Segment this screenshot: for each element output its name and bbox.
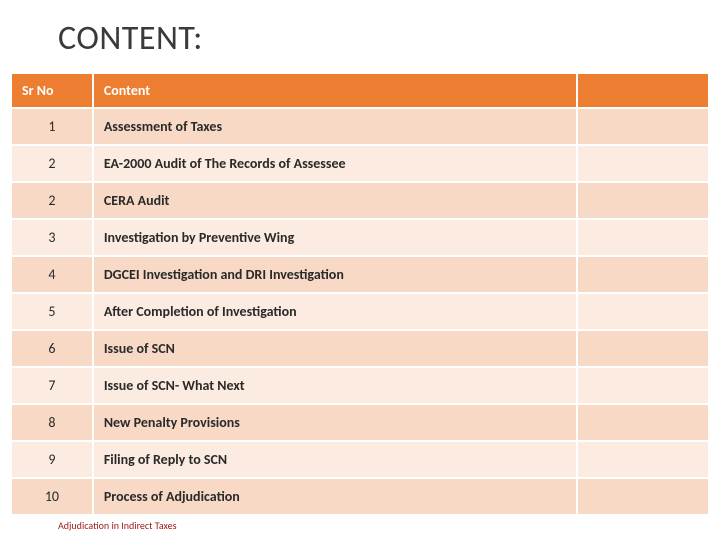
cell-content: Issue of SCN- What Next [93, 367, 578, 404]
cell-extra [577, 256, 709, 293]
cell-content: CERA Audit [93, 182, 578, 219]
cell-content: Process of Adjudication [93, 478, 578, 515]
cell-content: After Completion of Investigation [93, 293, 578, 330]
cell-content: New Penalty Provisions [93, 404, 578, 441]
content-table: Sr No Content 1 Assessment of Taxes 2 EA… [10, 72, 710, 516]
cell-extra [577, 404, 709, 441]
table-row: 10 Process of Adjudication [11, 478, 709, 515]
table-row: 9 Filing of Reply to SCN [11, 441, 709, 478]
table-row: 8 New Penalty Provisions [11, 404, 709, 441]
table-row: 6 Issue of SCN [11, 330, 709, 367]
cell-srno: 8 [11, 404, 93, 441]
cell-srno: 6 [11, 330, 93, 367]
cell-extra [577, 108, 709, 145]
table-row: 2 EA-2000 Audit of The Records of Assess… [11, 145, 709, 182]
page-title: CONTENT: [58, 18, 203, 59]
cell-srno: 4 [11, 256, 93, 293]
cell-content: Issue of SCN [93, 330, 578, 367]
table-header-row: Sr No Content [11, 73, 709, 108]
cell-extra [577, 219, 709, 256]
cell-extra [577, 330, 709, 367]
table-row: 2 CERA Audit [11, 182, 709, 219]
table-row: 1 Assessment of Taxes [11, 108, 709, 145]
cell-srno: 3 [11, 219, 93, 256]
col-header-content: Content [93, 73, 578, 108]
cell-content: EA-2000 Audit of The Records of Assessee [93, 145, 578, 182]
cell-srno: 2 [11, 182, 93, 219]
cell-content: Investigation by Preventive Wing [93, 219, 578, 256]
cell-extra [577, 367, 709, 404]
cell-extra [577, 182, 709, 219]
cell-extra [577, 478, 709, 515]
col-header-extra [577, 73, 709, 108]
cell-srno: 5 [11, 293, 93, 330]
cell-extra [577, 441, 709, 478]
table-row: 5 After Completion of Investigation [11, 293, 709, 330]
table-row: 4 DGCEI Investigation and DRI Investigat… [11, 256, 709, 293]
cell-srno: 7 [11, 367, 93, 404]
cell-content: Assessment of Taxes [93, 108, 578, 145]
cell-content: DGCEI Investigation and DRI Investigatio… [93, 256, 578, 293]
table-row: 7 Issue of SCN- What Next [11, 367, 709, 404]
table-row: 3 Investigation by Preventive Wing [11, 219, 709, 256]
cell-content: Filing of Reply to SCN [93, 441, 578, 478]
cell-srno: 10 [11, 478, 93, 515]
footer-text: Adjudication in Indirect Taxes [58, 519, 176, 532]
cell-srno: 9 [11, 441, 93, 478]
cell-srno: 2 [11, 145, 93, 182]
cell-extra [577, 293, 709, 330]
cell-srno: 1 [11, 108, 93, 145]
cell-extra [577, 145, 709, 182]
col-header-srno: Sr No [11, 73, 93, 108]
